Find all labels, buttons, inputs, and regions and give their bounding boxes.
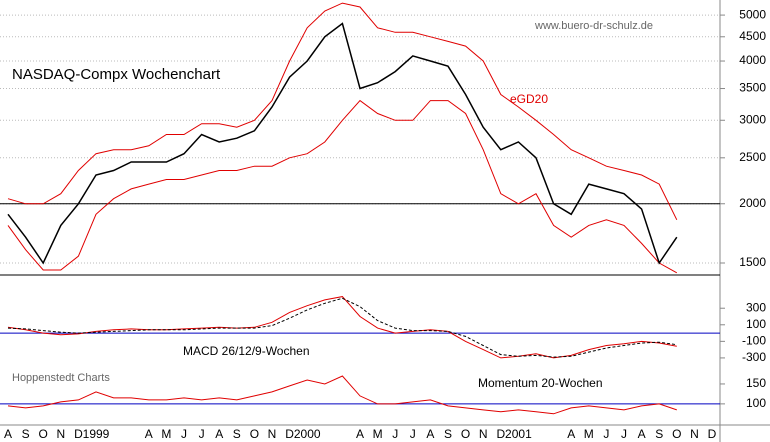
source: www.buero-dr-schulz.de [534,20,653,32]
y-tick-label: 1500 [739,255,766,269]
x-tick-label: N [479,427,488,441]
x-tick-label: M [161,427,171,441]
x-tick-label: A [567,427,575,441]
x-tick-label: D [285,427,294,441]
x-tick-label: 1999 [83,427,110,441]
x-tick-label: N [268,427,277,441]
x-tick-label: J [392,427,398,441]
x-tick-label: 2001 [505,427,532,441]
x-tick-label: O [672,427,681,441]
x-tick-label: J [199,427,205,441]
x-tick-label: A [215,427,223,441]
band-upper [7,2,678,221]
x-tick-label: S [22,427,30,441]
x-tick-label: O [461,427,470,441]
momentum-title: Momentum 20-Wochen [478,376,603,390]
y-tick-label: 3500 [739,81,766,95]
x-tick-label: A [638,427,646,441]
x-tick-label: M [373,427,383,441]
y-tick-label: 300 [746,300,766,314]
macd-title: MACD 26/12/9-Wochen [183,344,310,358]
chart-title: NASDAQ-Compx Wochenchart [12,66,221,83]
x-tick-label: J [621,427,627,441]
series-line [7,375,677,415]
x-tick-label: O [250,427,259,441]
y-tick-label: 2000 [739,196,766,210]
band-label: eGD20 [510,92,548,106]
y-tick-label: 3000 [739,112,766,126]
x-tick-label: D [496,427,505,441]
band-lower [7,99,678,274]
y-tick-label: 4000 [739,53,766,67]
x-tick-label: A [4,427,12,441]
x-tick-label: D [74,427,83,441]
x-tick-label: N [56,427,65,441]
x-tick-label: D [708,427,717,441]
y-tick-label: 2500 [739,150,766,164]
x-tick-label: O [39,427,48,441]
series-line [7,22,678,265]
series-line [7,297,677,358]
x-tick-label: S [444,427,452,441]
x-tick-label: A [145,427,153,441]
x-tick-label: M [584,427,594,441]
x-tick-label: A [356,427,364,441]
y-tick-label: 100 [746,396,766,410]
x-tick-label: J [410,427,416,441]
x-tick-label: J [181,427,187,441]
x-tick-label: 2000 [294,427,321,441]
x-tick-label: S [233,427,241,441]
x-tick-label: J [603,427,609,441]
y-tick-label: 4500 [739,29,766,43]
y-tick-label: 100 [746,317,766,331]
y-tick-label: -100 [742,334,766,348]
x-tick-label: A [426,427,434,441]
y-tick-label: -300 [742,350,766,364]
y-tick-label: 5000 [739,7,766,21]
source: Hoppenstedt Charts [12,372,110,384]
x-tick-label: S [655,427,663,441]
y-tick-label: 150 [746,376,766,390]
x-tick-label: N [690,427,699,441]
